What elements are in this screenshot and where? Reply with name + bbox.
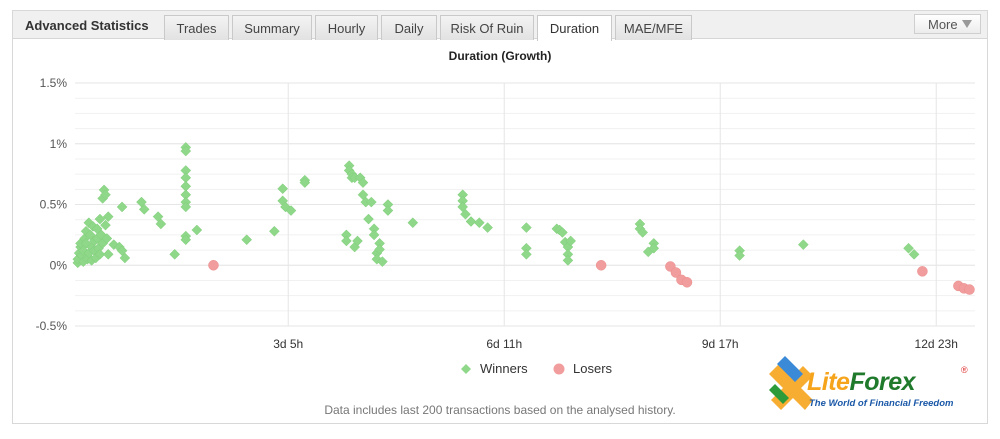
winner-point [191, 224, 203, 236]
winner-point [94, 248, 106, 260]
winner-point [521, 248, 532, 260]
winner-point [374, 244, 385, 255]
winner-point [138, 204, 150, 215]
winner-point [180, 145, 192, 157]
winner-point [102, 248, 114, 260]
chevron-down-icon [962, 20, 972, 28]
winner-point [562, 255, 574, 266]
winner-point [180, 201, 192, 213]
winner-point [473, 217, 485, 229]
legend-losers-marker [553, 363, 565, 375]
winner-point [908, 248, 920, 260]
advanced-statistics-panel: Advanced Statistics Trades Summary Hourl… [12, 10, 988, 424]
tab-daily[interactable]: Daily [381, 15, 437, 40]
liteforex-logo: LiteForex ® The World of Financial Freed… [765, 354, 970, 416]
winner-point [407, 217, 419, 229]
logo-registered: ® [961, 365, 968, 375]
legend-winners-marker [461, 364, 471, 374]
winner-point [100, 219, 111, 231]
panel-title: Advanced Statistics [25, 18, 149, 33]
logo-tagline: The World of Financial Freedom [809, 398, 954, 409]
duration-scatter-chart: 1.5% 1% 0.5% 0% -0.5% 3d 5h 6d 11h 9d 17h 12d 23… [36, 76, 975, 376]
winner-point [734, 250, 745, 261]
winner-point [94, 213, 106, 225]
chart-title: Duration (Growth) [448, 49, 552, 63]
winner-point [116, 201, 128, 213]
winner-point [797, 239, 809, 250]
winner-point [363, 213, 374, 225]
x-tick-label: 9d 17h [702, 337, 739, 351]
winner-point [377, 256, 388, 267]
winner-point [521, 222, 532, 233]
x-tick-label: 3d 5h [273, 337, 303, 351]
winner-point [382, 205, 394, 216]
tab-risk-of-ruin[interactable]: Risk Of Ruin [440, 15, 534, 40]
legend-losers-label: Losers [573, 361, 613, 376]
loser-point [670, 267, 682, 278]
tab-mae-mfe[interactable]: MAE/MFE [615, 15, 692, 40]
winner-point [482, 222, 493, 233]
tab-summary[interactable]: Summary [232, 15, 312, 40]
tab-hourly[interactable]: Hourly [315, 15, 378, 40]
loser-point [964, 284, 975, 295]
winner-point [180, 234, 192, 246]
winner-point [903, 242, 914, 254]
winner-point [352, 235, 363, 247]
liteforex-mark-icon [769, 356, 813, 410]
winner-point [365, 196, 377, 208]
winner-point [269, 225, 280, 237]
winner-point [357, 177, 369, 188]
winner-point [648, 242, 660, 254]
winner-point [277, 183, 289, 195]
winner-point [460, 208, 471, 220]
y-tick-label: 0% [50, 258, 68, 272]
x-tick-label: 6d 11h [486, 337, 522, 351]
tab-duration[interactable]: Duration [537, 15, 612, 41]
winner-point [169, 248, 181, 260]
winner-point [299, 177, 311, 188]
more-label: More [928, 16, 958, 32]
winner-point [341, 235, 352, 247]
loser-point [681, 277, 693, 288]
loser-point [208, 260, 219, 271]
winner-point [565, 235, 577, 247]
winner-point [465, 216, 477, 227]
y-tick-label: -0.5% [36, 319, 68, 333]
winner-point [101, 233, 113, 244]
y-tick-label: 1% [50, 137, 68, 151]
x-tick-label: 12d 23h [915, 337, 958, 351]
y-tick-label: 1.5% [40, 76, 68, 90]
data-footnote: Data includes last 200 transactions base… [324, 403, 676, 417]
winner-point [102, 211, 114, 223]
loser-point [595, 260, 607, 271]
more-button[interactable]: More [914, 14, 981, 34]
logo-wordmark: LiteForex [807, 368, 916, 396]
winner-point [637, 227, 649, 238]
winner-point [155, 218, 167, 230]
winner-point [285, 205, 297, 216]
winner-point [241, 234, 253, 246]
legend-winners-label: Winners [480, 361, 528, 376]
tab-trades[interactable]: Trades [164, 15, 229, 40]
y-tick-label: 0.5% [40, 198, 68, 212]
winner-point [368, 229, 380, 241]
winner-point [119, 252, 131, 264]
winner-point [557, 227, 568, 238]
winner-point [100, 189, 111, 201]
panel-header: Advanced Statistics Trades Summary Hourl… [13, 11, 987, 41]
loser-point [917, 266, 928, 277]
